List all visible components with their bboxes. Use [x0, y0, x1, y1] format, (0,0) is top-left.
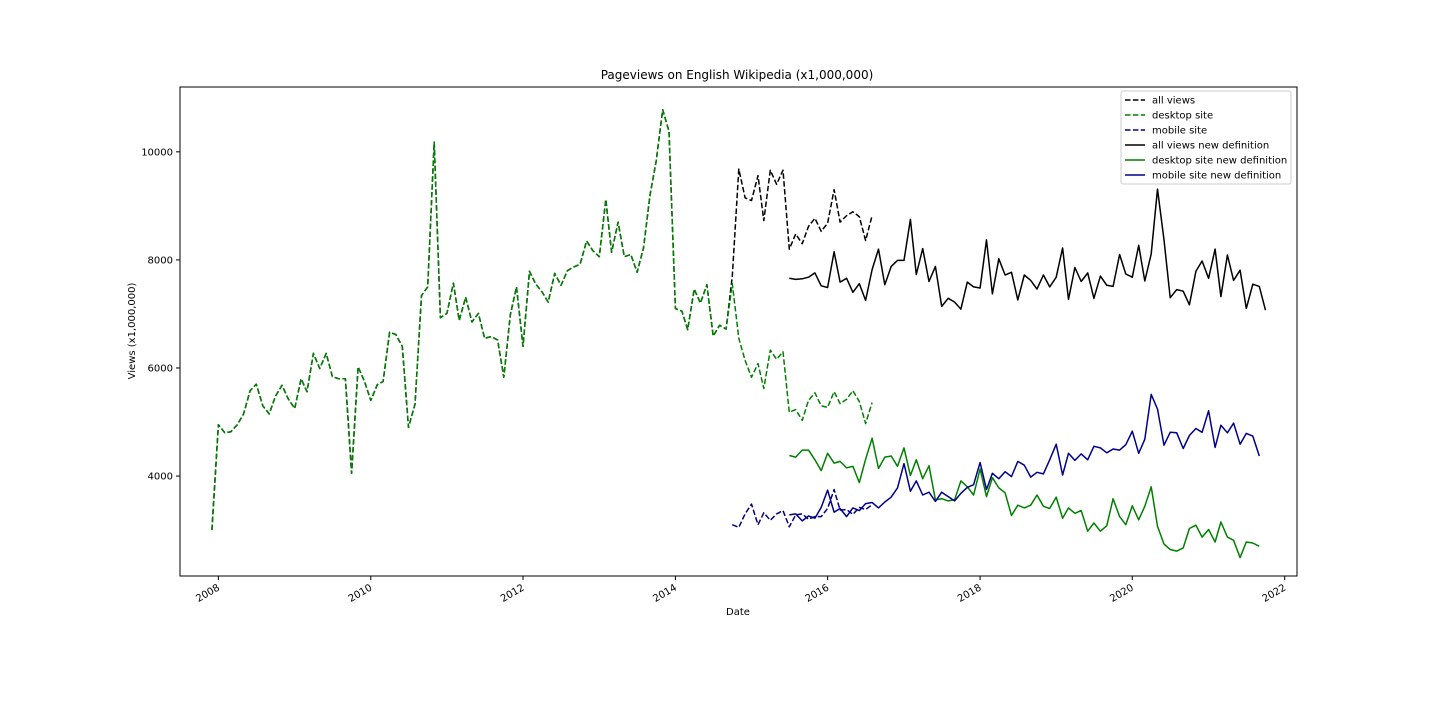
legend: all views desktop site mobile site all view… [1120, 90, 1292, 185]
series-line-5 [789, 393, 1261, 522]
x-tick-label-7: 2022 [1261, 583, 1289, 605]
y-axis: 4000 6000 8000 10000 [141, 147, 180, 483]
x-tick-label-4: 2016 [804, 583, 832, 605]
x-tick-label-6: 2020 [1108, 583, 1136, 605]
x-tick-label-3: 2014 [651, 583, 679, 605]
x-axis-label: Date [726, 607, 750, 618]
legend-label-5: mobile site new definition [1152, 171, 1281, 182]
y-tick-label-1: 6000 [148, 363, 173, 374]
y-axis-label: Views (x1,000,000) [127, 283, 138, 380]
x-tick-label-1: 2010 [347, 583, 375, 605]
x-tick-label-2: 2012 [499, 583, 527, 605]
x-tick-label-0: 2008 [194, 583, 222, 605]
plot-frame [179, 86, 1298, 577]
legend-label-3: all views new definition [1152, 141, 1269, 152]
series-line-4 [789, 437, 1260, 559]
series-layer [211, 108, 1267, 559]
legend-label-4: desktop site new definition [1152, 156, 1287, 167]
x-tick-label-5: 2018 [956, 583, 984, 605]
x-axis: 2008 2010 2012 2014 2016 2018 2020 2022 [194, 576, 1288, 605]
y-tick-label-0: 4000 [148, 472, 173, 483]
series-line-3 [789, 188, 1267, 311]
legend-label-1: desktop site [1152, 111, 1213, 122]
legend-label-2: mobile site [1152, 126, 1207, 137]
series-line-2 [732, 488, 873, 529]
y-tick-label-3: 10000 [141, 147, 173, 158]
series-line-1 [211, 108, 873, 531]
chart-title: Pageviews on English Wikipedia (x1,000,0… [601, 68, 874, 82]
series-line-0 [211, 108, 873, 531]
y-tick-label-2: 8000 [148, 255, 173, 266]
legend-box [1120, 90, 1292, 185]
legend-label-0: all views [1152, 96, 1195, 107]
